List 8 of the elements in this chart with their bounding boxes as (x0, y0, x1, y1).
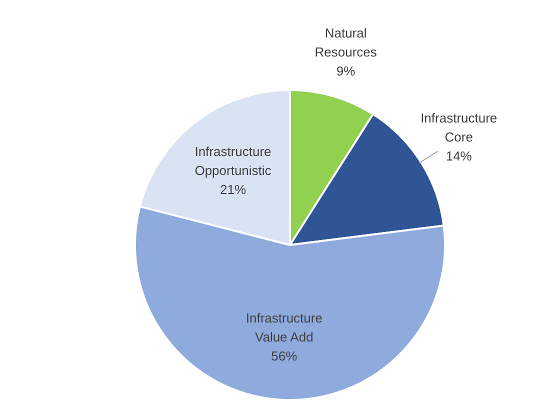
slice-label: Infrastructure Opportunistic (194, 144, 272, 178)
data-label: 9% (336, 64, 356, 79)
data-label: 14% (446, 148, 472, 164)
slice-label: Natural Resources (314, 26, 378, 60)
data-label: 21% (220, 182, 246, 198)
slice-label: Infrastructure Core (420, 110, 498, 144)
slice-label: Infrastructure Value Add (246, 310, 322, 344)
data-label: 56% (271, 348, 298, 364)
